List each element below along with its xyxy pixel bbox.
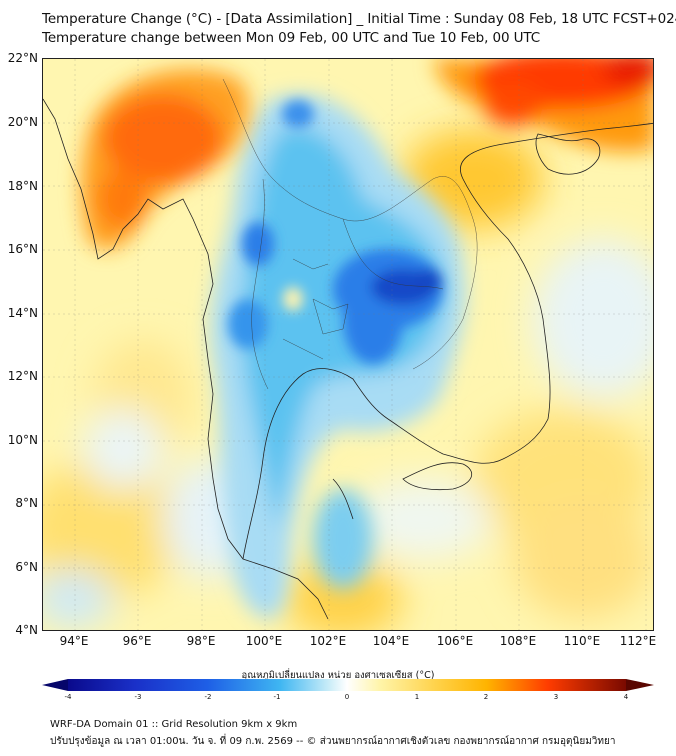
- borders: [222, 78, 478, 390]
- gulf-coast: [242, 122, 653, 560]
- warm-spot: [283, 287, 303, 311]
- graticule: [43, 59, 653, 630]
- lat-label: 18°N: [7, 179, 38, 193]
- colorbar-max-arrow: [626, 679, 654, 691]
- lon-label: 112°E: [619, 634, 657, 648]
- cool-region: [242, 127, 443, 529]
- neutral-patch: [533, 239, 653, 399]
- lon-label: 100°E: [245, 634, 283, 648]
- colorbar: [42, 679, 654, 691]
- neutral-patch: [353, 479, 493, 559]
- lon-label: 102°E: [309, 634, 347, 648]
- lat-label: 10°N: [7, 433, 38, 447]
- lat-label: 16°N: [7, 242, 38, 256]
- lat-label: 22°N: [7, 51, 38, 65]
- colorbar-tick: 0: [344, 693, 350, 701]
- lon-label: 96°E: [122, 634, 152, 648]
- colorbar-tick: 1: [414, 693, 420, 701]
- hot-core: [483, 82, 543, 126]
- island: [535, 133, 601, 175]
- map-subtitle: Temperature change between Mon 09 Feb, 0…: [42, 30, 541, 46]
- lon-label: 106°E: [436, 634, 474, 648]
- lat-label: 8°N: [15, 496, 38, 510]
- hot-core: [98, 169, 148, 229]
- colorbar-title: อุณหภูมิเปลี่ยนแปลง หน่วย องศาเซลเซียส (…: [241, 670, 435, 681]
- lon-label: 98°E: [186, 634, 216, 648]
- border: [222, 78, 478, 370]
- colorbar-min-arrow: [42, 679, 68, 691]
- border: [282, 258, 329, 360]
- lat-label: 4°N: [15, 623, 38, 637]
- lat-label: 14°N: [7, 306, 38, 320]
- cool-region: [313, 489, 373, 589]
- border: [312, 298, 349, 335]
- lon-label: 110°E: [563, 634, 601, 648]
- neutral-patch: [83, 409, 163, 489]
- warm-patch: [43, 459, 183, 599]
- cold-core: [228, 299, 268, 349]
- island: [402, 462, 473, 491]
- warm-patch: [283, 559, 403, 630]
- lon-label: 108°E: [499, 634, 537, 648]
- warm-patch: [513, 499, 653, 619]
- hot-core: [103, 94, 223, 184]
- lon-label: 94°E: [59, 634, 89, 648]
- colorbar-tick: -2: [204, 693, 212, 701]
- temperature-map: [42, 58, 654, 631]
- hot-core: [603, 59, 653, 87]
- lat-label: 12°N: [7, 369, 38, 383]
- cold-core: [242, 222, 274, 266]
- lon-label: 104°E: [372, 634, 410, 648]
- west-coast: [43, 98, 329, 620]
- colorbar-tick: 2: [483, 693, 489, 701]
- map-title: Temperature Change (°C) - [Data Assimila…: [42, 11, 676, 27]
- lat-label: 20°N: [7, 115, 38, 129]
- colorbar-gradient: [68, 679, 626, 691]
- lat-label: 6°N: [15, 560, 38, 574]
- neutral-patch: [43, 569, 113, 629]
- footer-credit: ปรับปรุงข้อมูล ณ เวลา 01:00น. วัน จ. ที่…: [50, 736, 616, 747]
- colorbar-tick: -3: [134, 693, 142, 701]
- cold-core-deep: [414, 269, 442, 293]
- hot-regions: [81, 59, 653, 250]
- deep-cold: [228, 100, 443, 364]
- cold-core: [282, 100, 314, 128]
- cold-band: [210, 94, 466, 619]
- colorbar-tick: 3: [553, 693, 559, 701]
- border: [251, 178, 269, 390]
- colorbar-tick: -1: [273, 693, 281, 701]
- footer-model-info: WRF-DA Domain 01 :: Grid Resolution 9km …: [50, 719, 298, 730]
- warm-patch: [403, 129, 543, 229]
- field-smooth: [43, 129, 653, 630]
- colorbar-tick: -4: [64, 693, 72, 701]
- border: [342, 218, 444, 290]
- temperature-field: [43, 59, 653, 630]
- colorbar-tick: 4: [623, 693, 629, 701]
- peninsula-coast: [332, 478, 354, 520]
- coastlines: [43, 98, 653, 620]
